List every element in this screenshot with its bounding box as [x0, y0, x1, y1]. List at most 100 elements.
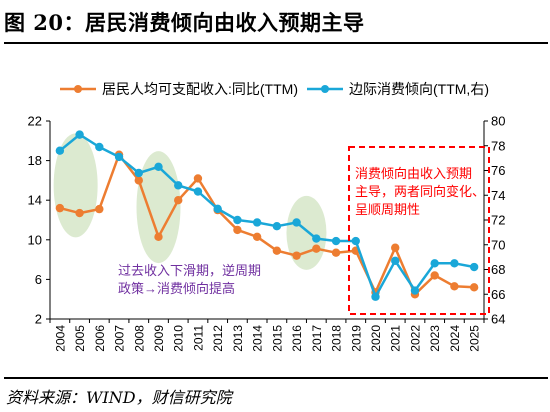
series-point-income [134, 176, 143, 185]
legend-marker-income [74, 85, 82, 93]
series-point-income [95, 204, 104, 214]
series-point-propensity [233, 215, 242, 225]
series-point-income [469, 283, 479, 292]
series-point-income [174, 196, 183, 205]
series-point-income [450, 282, 459, 291]
series-point-propensity [134, 168, 143, 178]
right-axis-tick-label: 80 [491, 114, 505, 129]
right-axis-tick-label: 76 [491, 163, 505, 178]
x-axis-tick-label: 2013 [231, 325, 245, 352]
x-axis-tick-label: 2016 [290, 325, 304, 352]
series-line-propensity [59, 133, 475, 298]
x-axis-tick-label: 2008 [132, 325, 146, 352]
series-line-income [59, 153, 475, 296]
series-point-income [391, 243, 400, 252]
x-axis-tick-label: 2004 [53, 325, 67, 352]
left-axis-tick-label: 2 [35, 312, 42, 327]
right-axis-tick-label: 70 [491, 237, 505, 252]
x-axis-tick-label: 2014 [251, 325, 265, 352]
x-axis-tick-label: 2022 [408, 325, 422, 352]
series-point-propensity [430, 259, 439, 268]
series-point-income [193, 174, 203, 183]
left-axis-tick-label: 18 [28, 153, 42, 168]
x-axis-tick-label: 2019 [349, 325, 363, 352]
figure-title: 图 20：居民消费倾向由收入预期主导 [4, 10, 365, 35]
highlight-ellipse [136, 151, 181, 264]
series-point-propensity [114, 152, 124, 162]
note-left-line1: 过去收入下滑期，逆周期 [118, 263, 261, 278]
left-axis-tick-label: 6 [35, 272, 42, 287]
x-axis-tick-label: 2025 [468, 325, 482, 352]
series-point-propensity [55, 146, 65, 155]
box-note-line1: 消费倾向由收入预期 [355, 166, 472, 181]
x-axis-tick-label: 2021 [389, 325, 403, 352]
title-divider [4, 42, 548, 44]
x-axis-tick-label: 2023 [428, 325, 442, 352]
series-point-propensity [292, 218, 301, 227]
x-axis-tick-label: 2009 [152, 325, 166, 352]
x-axis-tick-label: 2018 [330, 325, 344, 352]
series-point-propensity [351, 236, 360, 246]
left-axis-tick-label: 22 [28, 114, 42, 129]
legend-label-income: 居民人均可支配收入:同比(TTM) [102, 81, 298, 97]
x-axis-tick-label: 2005 [73, 325, 87, 352]
series-point-propensity [75, 130, 84, 139]
series-point-income [55, 203, 65, 213]
series-point-propensity [371, 292, 380, 301]
series-point-propensity [312, 234, 321, 243]
series-point-income [312, 244, 321, 253]
x-axis-tick-label: 2007 [113, 325, 127, 352]
series-point-propensity [174, 181, 183, 190]
series-point-income [430, 271, 439, 280]
note-left-line2: 政策→消费倾向提高 [118, 281, 235, 296]
highlight-ellipses [53, 133, 327, 270]
series-point-income [233, 225, 242, 235]
right-axis-tick-label: 78 [491, 138, 505, 153]
legend-marker-propensity [321, 85, 329, 93]
series-point-propensity [252, 218, 262, 227]
x-axis-tick-label: 2020 [369, 325, 383, 352]
series-point-income [272, 246, 282, 255]
axes: 2 6 10 14 18 22 64 66 68 70 72 74 76 78 80 2004 2005 2006… [28, 114, 506, 352]
series-point-propensity [95, 142, 104, 152]
right-axis-tick-label: 64 [491, 312, 505, 327]
box-note-line2: 主导，两者同向变化、 [355, 184, 485, 199]
legend: 居民人均可支配收入:同比(TTM) 边际消费倾向(TTM,右) [60, 81, 489, 97]
x-axis-tick-label: 2010 [172, 325, 186, 352]
right-axis-tick-label: 66 [491, 287, 505, 302]
series-layer [55, 130, 479, 301]
series-point-income [252, 232, 262, 242]
source-note: 资料来源：WIND，财信研究院 [6, 388, 232, 407]
series-point-income [292, 251, 301, 260]
series-point-propensity [450, 259, 459, 268]
x-axis-tick-label: 2024 [448, 325, 462, 352]
left-axis-tick-label: 10 [28, 232, 42, 247]
series-point-propensity [213, 204, 222, 214]
series-point-income [331, 248, 341, 257]
x-axis-tick-label: 2011 [191, 325, 205, 351]
right-axis-tick-label: 68 [491, 262, 505, 277]
x-axis-tick-label: 2012 [211, 325, 225, 352]
highlight-ellipse [286, 195, 327, 270]
series-point-propensity [193, 187, 203, 196]
series-point-propensity [391, 256, 400, 266]
x-axis-tick-label: 2006 [93, 325, 107, 352]
right-axis-tick-label: 74 [491, 188, 505, 203]
series-point-propensity [331, 236, 341, 246]
series-point-income [154, 232, 163, 242]
series-point-propensity [154, 162, 163, 171]
annotations: 过去收入下滑期，逆周期 政策→消费倾向提高 消费倾向由收入预期 主导，两者同向变… [118, 146, 490, 315]
series-point-propensity [272, 221, 282, 231]
source-divider [4, 377, 548, 379]
box-note-line3: 呈顺周期性 [355, 202, 420, 217]
legend-label-propensity: 边际消费倾向(TTM,右) [349, 81, 489, 97]
series-point-income [75, 208, 84, 218]
x-axis-tick-label: 2017 [310, 325, 324, 352]
series-point-propensity [469, 262, 479, 272]
left-axis-tick-label: 14 [28, 193, 42, 208]
x-axis-tick-label: 2015 [270, 325, 284, 352]
right-axis-tick-label: 72 [491, 213, 505, 228]
series-point-propensity [410, 286, 420, 295]
